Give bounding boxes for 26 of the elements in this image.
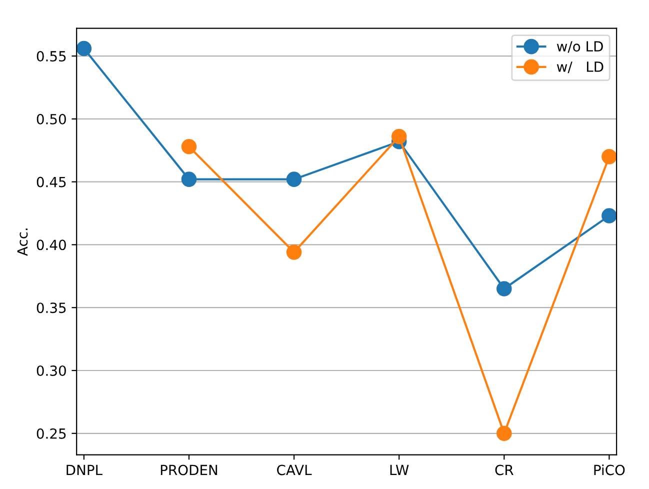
x-tick-label: CAVL <box>277 464 312 476</box>
y-tick-label: 0.55 <box>36 51 66 62</box>
point <box>286 244 302 260</box>
legend-label: w/ LD <box>556 62 604 74</box>
legend-label: w/o LD <box>556 41 603 53</box>
y-tick-label: 0.45 <box>36 176 66 188</box>
y-tick-label: 0.50 <box>36 114 66 124</box>
point <box>286 172 302 187</box>
point <box>76 40 92 56</box>
point <box>602 208 617 224</box>
point <box>496 426 512 442</box>
x-tick-label: CR <box>495 464 514 476</box>
point <box>602 149 617 164</box>
x-tick-label: PiCO <box>594 464 625 476</box>
y-tick-label: 0.35 <box>36 302 66 314</box>
x-tick-label: DNPL <box>66 464 102 476</box>
point <box>181 172 197 187</box>
y-axis-title: Acc. <box>17 228 28 256</box>
x-tick-label: PRODEN <box>160 464 218 476</box>
y-tick-label: 0.25 <box>36 428 66 439</box>
point <box>391 128 407 144</box>
point <box>496 281 512 296</box>
y-tick-label: 0.30 <box>36 365 66 376</box>
point <box>181 138 197 154</box>
x-tick-label: LW <box>390 464 409 476</box>
y-tick-label: 0.40 <box>36 240 66 250</box>
